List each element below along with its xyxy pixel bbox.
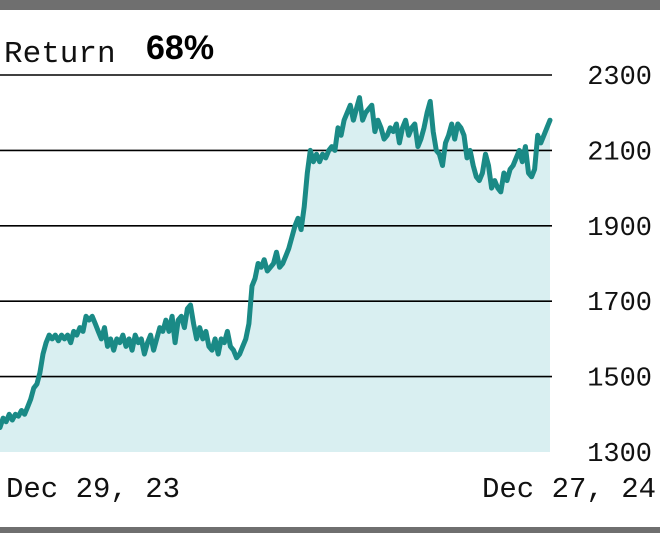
y-tick-1300: 1300 [587, 440, 652, 470]
series-line [0, 95, 553, 430]
area-fill [0, 97, 550, 452]
x-tick-labels: Dec 29, 23 Dec 27, 24 [6, 473, 656, 506]
price-line-layer [0, 95, 553, 430]
y-tick-2300: 2300 [587, 63, 652, 93]
gridlines [0, 74, 552, 378]
y-tick-labels: 1300 1500 1700 1900 2100 2300 [587, 63, 652, 470]
area-layer [0, 97, 550, 452]
y-tick-1900: 1900 [587, 214, 652, 244]
return-label: Return [4, 37, 116, 72]
x-tick-end: Dec 27, 24 [482, 473, 656, 506]
bottom-frame-bar [0, 527, 660, 533]
y-tick-1500: 1500 [587, 365, 652, 395]
return-value: 68% [146, 29, 214, 67]
top-frame-bar [0, 0, 660, 10]
x-tick-start: Dec 29, 23 [6, 473, 180, 506]
y-tick-2100: 2100 [587, 138, 652, 168]
y-tick-1700: 1700 [587, 289, 652, 319]
